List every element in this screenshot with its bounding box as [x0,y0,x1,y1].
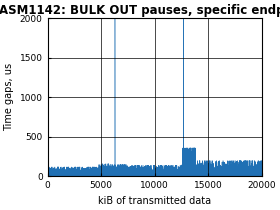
Title: ASM1142: BULK OUT pauses, specific endpoint: ASM1142: BULK OUT pauses, specific endpo… [0,4,280,17]
Y-axis label: Time gaps, us: Time gaps, us [4,63,14,131]
X-axis label: kiB of transmitted data: kiB of transmitted data [98,196,211,206]
